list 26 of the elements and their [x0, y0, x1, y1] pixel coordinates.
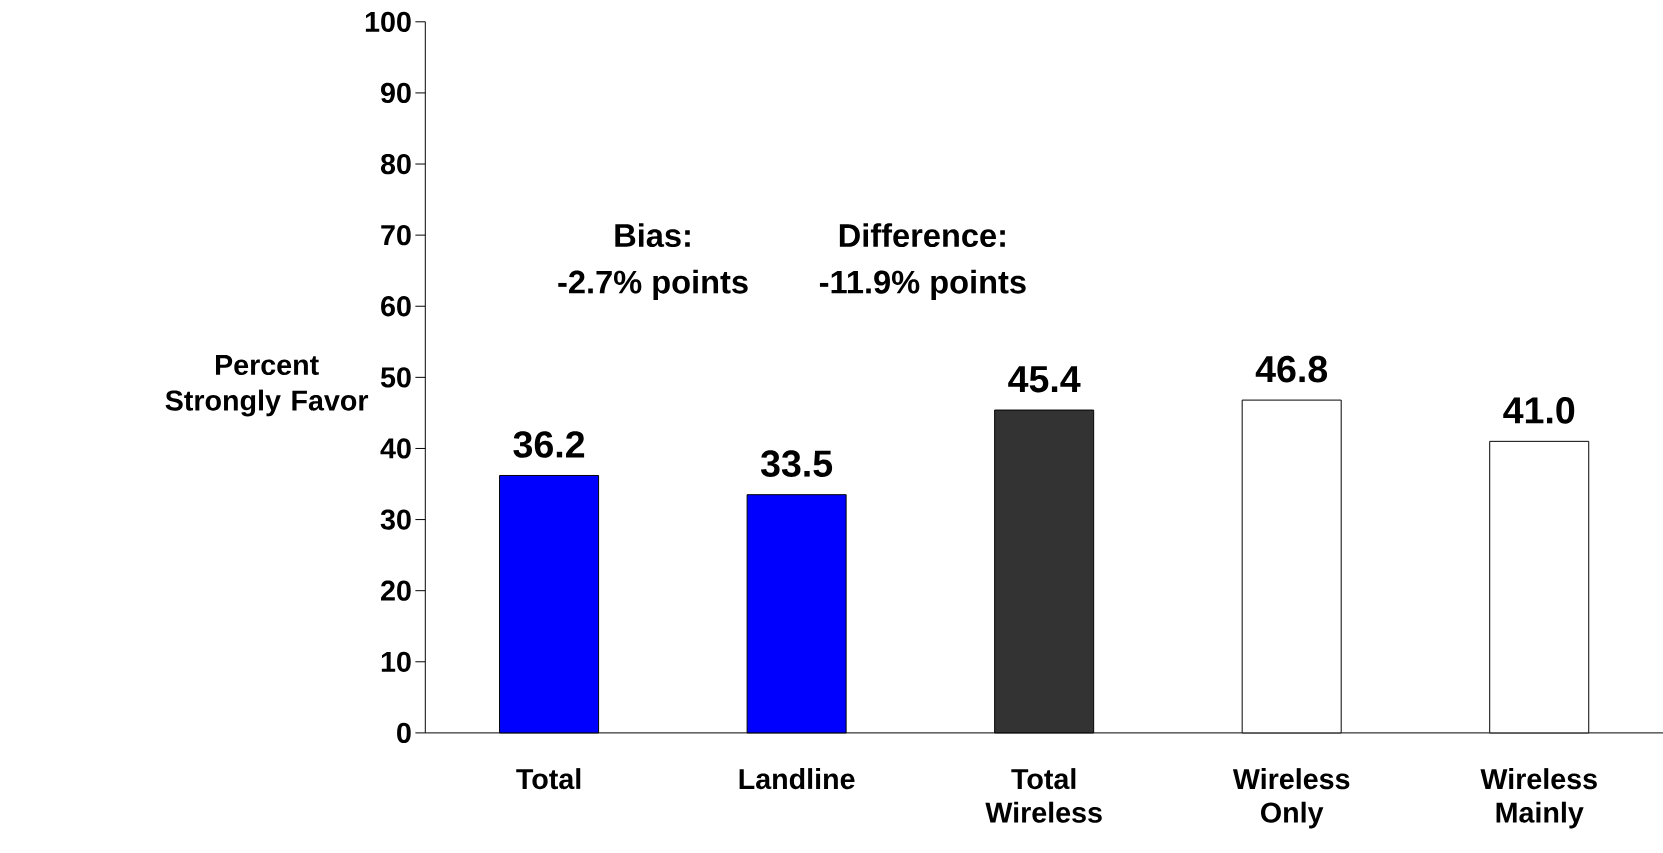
y-tick-label: 30 [380, 509, 411, 530]
annotation: Difference: [839, 223, 1005, 248]
y-tick-label: 80 [380, 153, 411, 175]
y-tick-label: 10 [381, 651, 411, 672]
y-tick-label: 40 [380, 438, 411, 459]
x-tick-label: Wireless Only [1232, 768, 1350, 829]
x-tick-label: Wireless Mainly [1480, 768, 1597, 829]
y-tick-label: 20 [381, 580, 411, 601]
y-tick-label: 50 [380, 367, 411, 388]
x-tick-label: Total Wireless [985, 768, 1102, 823]
data-label: 36.2 [513, 431, 585, 458]
y-axis-title: Percent Strongly Favor [165, 355, 369, 417]
data-label: 33.5 [760, 450, 833, 478]
x-tick-label: Total [516, 768, 581, 790]
data-label: 46.8 [1255, 355, 1328, 383]
y-tick-label: 0 [397, 722, 411, 744]
data-label: 41.0 [1503, 397, 1575, 424]
annotation: Bias: [615, 223, 690, 248]
annotation: -2.7% points [558, 269, 748, 301]
y-tick-label: 70 [381, 225, 411, 246]
data-label: 45.4 [1008, 366, 1081, 393]
y-tick-label: 100 [365, 11, 411, 32]
annotation: -11.9% points [819, 269, 1026, 301]
x-tick-label: Landline [739, 768, 855, 790]
y-tick-label: 60 [381, 296, 411, 317]
y-tick-label: 90 [381, 82, 411, 104]
